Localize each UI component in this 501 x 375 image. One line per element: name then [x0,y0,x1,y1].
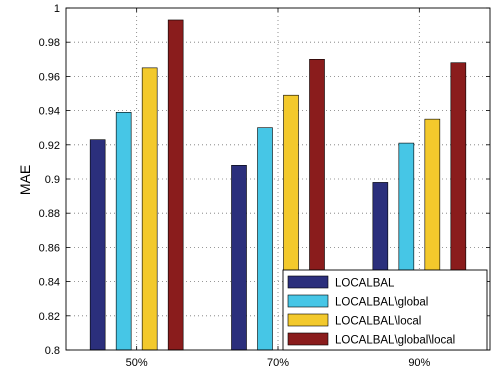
plot-frame [65,7,491,351]
bar [141,67,158,351]
bar [115,112,132,351]
y-tick-label: 0.82 [39,311,60,323]
y-tick-label: 0.96 [39,71,60,83]
x-tick-labels: 50% 70% 90% [126,357,431,369]
x-tick-label: 50% [126,357,148,369]
legend-label: LOCALBAL\local [335,316,421,328]
legend-swatch [287,332,329,346]
y-tick-label: 0.88 [39,208,60,220]
y-tick-label: 0.8 [45,345,60,357]
y-tick-label: 1 [54,3,60,15]
legend-swatch [287,313,329,327]
y-tick-label: 0.98 [39,37,60,49]
y-axis-title: MAE [17,165,33,195]
legend-label: LOCALBAL\global [335,297,428,309]
bar [89,139,106,351]
y-tick-labels: 0.8 0.82 0.84 0.86 0.88 0.9 0.92 0.94 0.96 0.98 1 [39,3,60,357]
y-tick-label: 0.9 [45,174,60,186]
grid-lines [66,8,490,350]
legend-swatch [287,294,329,308]
legend-swatch [287,275,329,289]
y-tick-label: 0.84 [39,277,60,289]
bar [231,165,247,351]
legend-label: LOCALBAL [335,278,395,290]
y-tick-label: 0.86 [39,242,60,254]
bar [167,19,184,351]
x-tick-label: 90% [408,357,430,369]
x-tick-label: 70% [267,357,289,369]
legend-label: LOCALBAL\global\local [335,335,455,347]
bar [257,127,273,351]
y-tick-label: 0.94 [39,106,60,118]
y-tick-label: 0.92 [39,140,60,152]
legend: LOCALBAL LOCALBAL\global LOCALBAL\local LOC… [282,269,488,351]
